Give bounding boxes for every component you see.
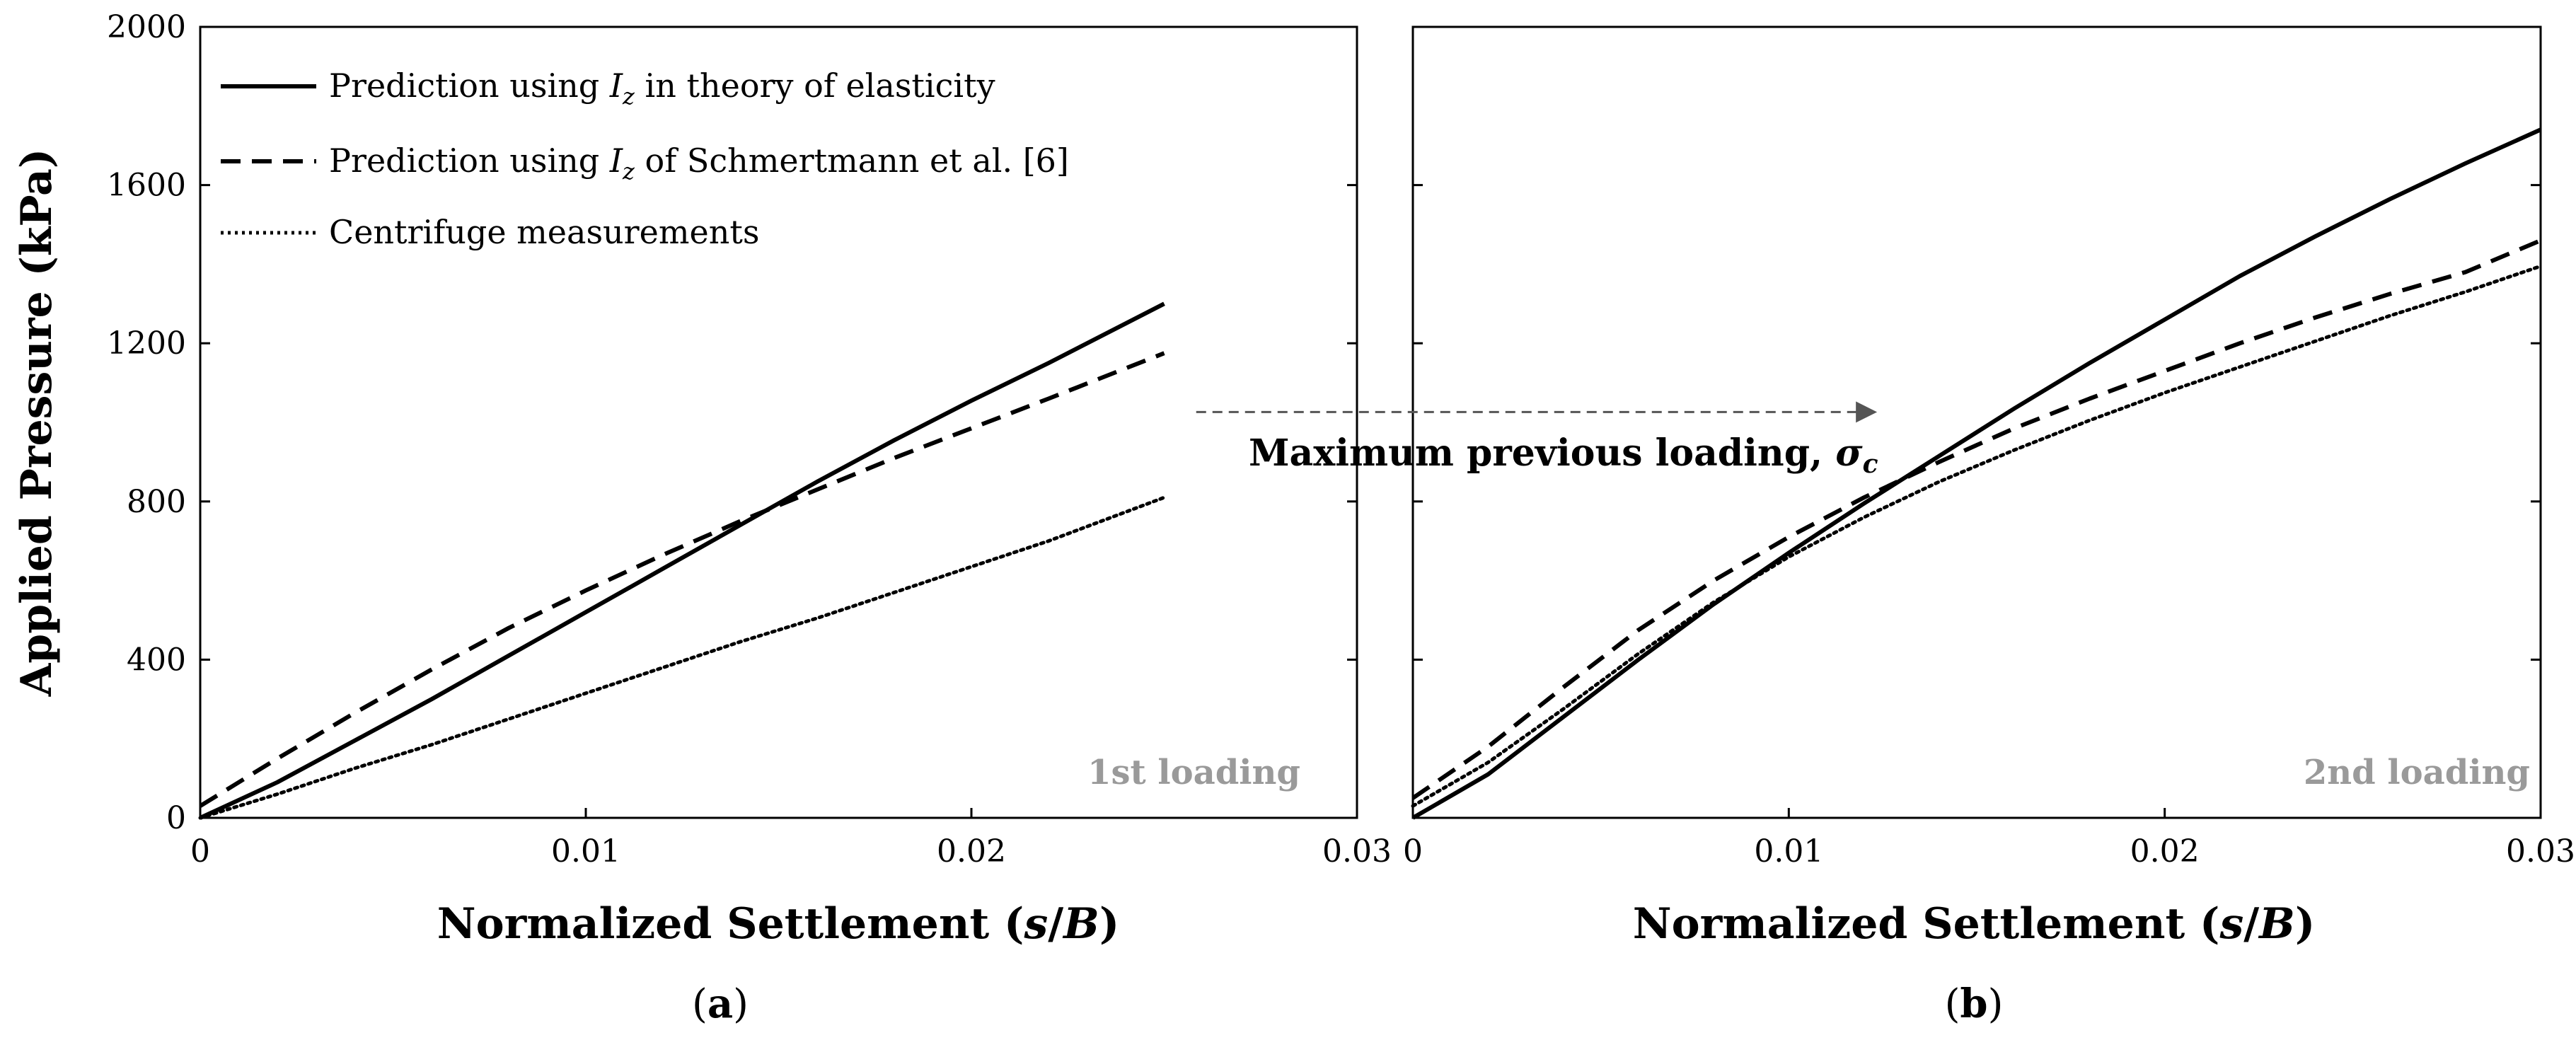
series-line-solid — [1411, 127, 2542, 820]
series-line-dashed — [199, 351, 1165, 808]
x-tick-label: 0.02 — [937, 833, 1006, 869]
x-tick-label: 0.01 — [1754, 833, 1823, 869]
legend-label-dotted: Centrifuge measurements — [329, 213, 759, 251]
panel-a-loading-label: 1st loading — [1087, 753, 1300, 792]
y-tick-label: 800 — [127, 484, 186, 520]
series-line-dashed — [1411, 238, 2542, 800]
max-previous-loading-annotation: Maximum previous loading, σc — [1196, 401, 1878, 479]
y-tick-label: 2000 — [107, 9, 186, 45]
legend-entry-solid: Prediction using Iz in theory of elastic… — [221, 67, 995, 110]
panel-a-x-ticks: 0 0.01 0.02 0.03 — [190, 808, 1392, 869]
x-tick-label: 0.03 — [1322, 833, 1392, 869]
panel-b-series — [1411, 127, 2543, 820]
legend-entry-dashed: Prediction using Iz of Schmertmann et al… — [221, 141, 1069, 185]
y-tick-label: 400 — [127, 642, 186, 678]
y-tick-label: 1600 — [107, 168, 186, 204]
panel-a: 0 400 800 1200 1600 2000 0 0.01 0.02 0.03 Normal… — [12, 9, 1392, 1027]
x-tick-label: 0.03 — [2506, 833, 2575, 869]
panel-a-y-axis-title: Applied Pressure (kPa) — [12, 149, 62, 698]
y-tick-label: 0 — [166, 800, 186, 836]
panel-a-tag: (a) — [692, 981, 749, 1027]
legend-label-solid: Prediction using Iz in theory of elastic… — [329, 67, 995, 110]
panel-b-loading-label: 2nd loading — [2304, 753, 2530, 792]
legend: Prediction using Iz in theory of elastic… — [221, 67, 1069, 251]
x-tick-label: 0 — [1403, 833, 1423, 869]
legend-entry-dotted: Centrifuge measurements — [221, 213, 759, 251]
y-tick-label: 1200 — [107, 325, 186, 362]
panel-a-y-ticks: 0 400 800 1200 1600 2000 — [107, 9, 1357, 836]
x-tick-label: 0.02 — [2130, 833, 2200, 869]
panel-b-tag: (b) — [1945, 981, 2004, 1027]
series-line-dotted — [198, 495, 1166, 820]
panel-b-plot-frame — [1411, 25, 2542, 819]
x-tick-label: 0 — [190, 833, 210, 869]
panel-a-plot-frame — [199, 25, 1358, 819]
x-tick-label: 0.01 — [551, 833, 620, 869]
annotation-label: Maximum previous loading, σc — [1249, 432, 1878, 479]
panel-b-x-ticks: 0 0.01 0.02 0.03 — [1403, 808, 2575, 869]
panel-b-x-axis-title: Normalized Settlement (s/B) — [1633, 899, 2316, 949]
panel-b: 0 0.01 0.02 0.03 Normalized Settlement (s/B… — [1403, 25, 2575, 1027]
series-line-dotted — [1411, 264, 2543, 808]
panel-a-x-axis-title: Normalized Settlement (s/B) — [437, 899, 1120, 949]
legend-label-dashed: Prediction using Iz of Schmertmann et al… — [329, 141, 1069, 185]
panel-b-y-ticks — [1413, 184, 2541, 661]
panel-a-series — [198, 301, 1166, 820]
series-line-solid — [199, 301, 1165, 820]
